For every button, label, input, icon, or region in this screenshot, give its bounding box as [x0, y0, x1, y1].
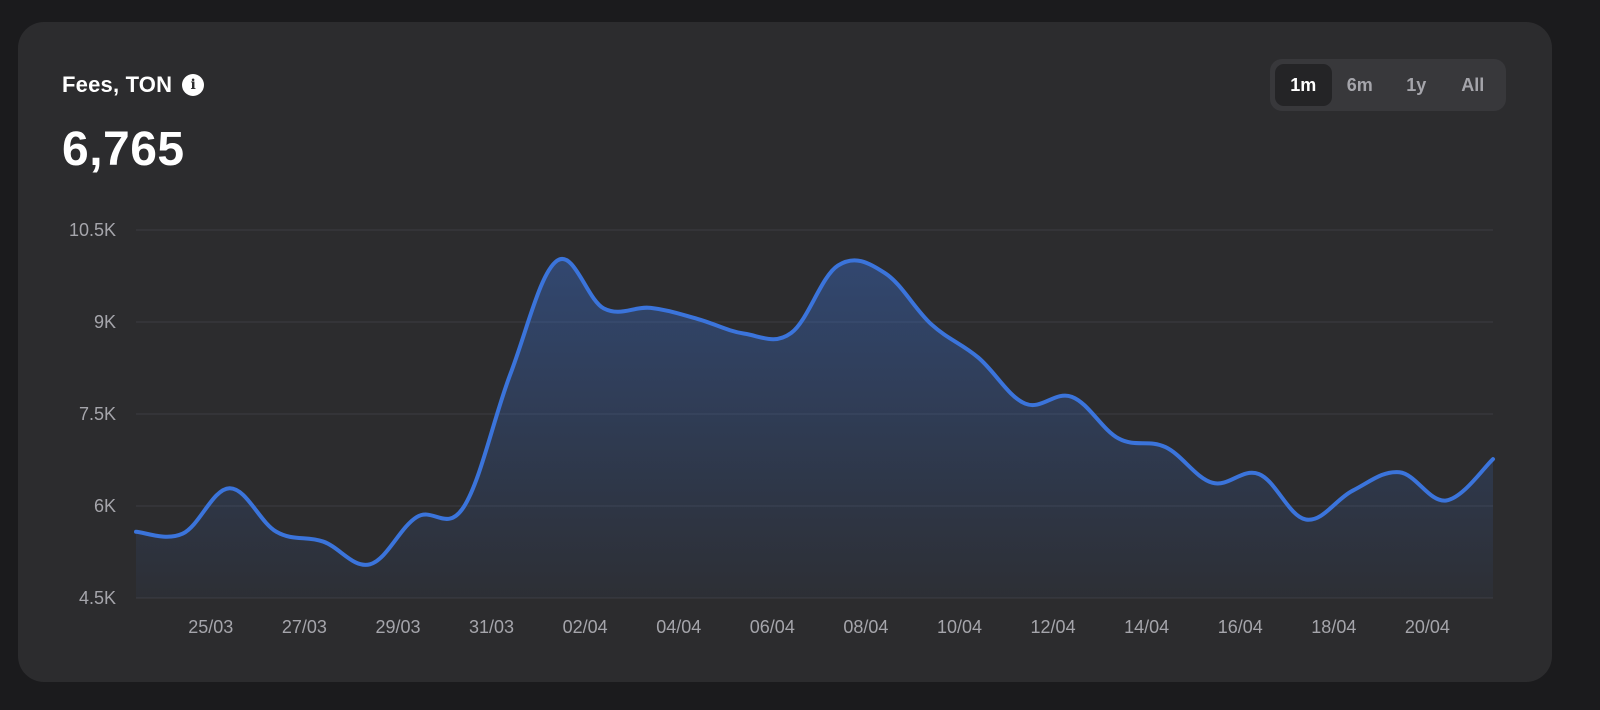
range-button-1m[interactable]: 1m — [1275, 64, 1332, 106]
x-tick-label: 18/04 — [1311, 617, 1356, 637]
y-tick-label: 10.5K — [69, 220, 116, 240]
range-button-1y[interactable]: 1y — [1406, 74, 1427, 95]
series-area — [136, 258, 1493, 598]
series-line — [134, 256, 1495, 567]
range-button-all[interactable]: All — [1461, 74, 1485, 95]
x-tick-label: 02/04 — [563, 617, 608, 637]
y-tick-label: 4.5K — [79, 588, 116, 608]
x-axis-ticks: 25/03 27/03 29/03 31/03 02/04 04/04 06/04 08/04… — [188, 617, 1450, 637]
x-tick-label: 04/04 — [656, 617, 701, 637]
title-row: Fees, TON i — [62, 72, 205, 98]
fees-card: Fees, TON i 6,765 1m 6m 1y All 10.5K 9K 7.… — [18, 22, 1552, 682]
x-tick-label: 10/04 — [937, 617, 982, 637]
chart-title: Fees, TON — [62, 72, 173, 97]
x-tick-label: 27/03 — [282, 617, 327, 637]
x-tick-label: 25/03 — [188, 617, 233, 637]
x-tick-label: 08/04 — [843, 617, 888, 637]
y-axis-ticks: 10.5K 9K 7.5K 6K 4.5K — [69, 220, 116, 608]
y-tick-label: 9K — [94, 312, 116, 332]
x-tick-label: 29/03 — [375, 617, 420, 637]
x-tick-label: 12/04 — [1031, 617, 1076, 637]
range-selector: 1m 6m 1y All — [1270, 59, 1506, 111]
x-tick-label: 31/03 — [469, 617, 514, 637]
fees-area-chart: 10.5K 9K 7.5K 6K 4.5K 25/03 27/03 29/03 31/03 02… — [69, 220, 1495, 637]
x-tick-label: 20/04 — [1405, 617, 1450, 637]
x-tick-label: 14/04 — [1124, 617, 1169, 637]
y-tick-label: 6K — [94, 496, 116, 516]
x-tick-label: 06/04 — [750, 617, 795, 637]
y-tick-label: 7.5K — [79, 404, 116, 424]
x-tick-label: 16/04 — [1218, 617, 1263, 637]
current-value: 6,765 — [62, 123, 185, 176]
range-button-6m[interactable]: 6m — [1346, 74, 1373, 95]
info-icon[interactable]: i — [182, 74, 205, 96]
